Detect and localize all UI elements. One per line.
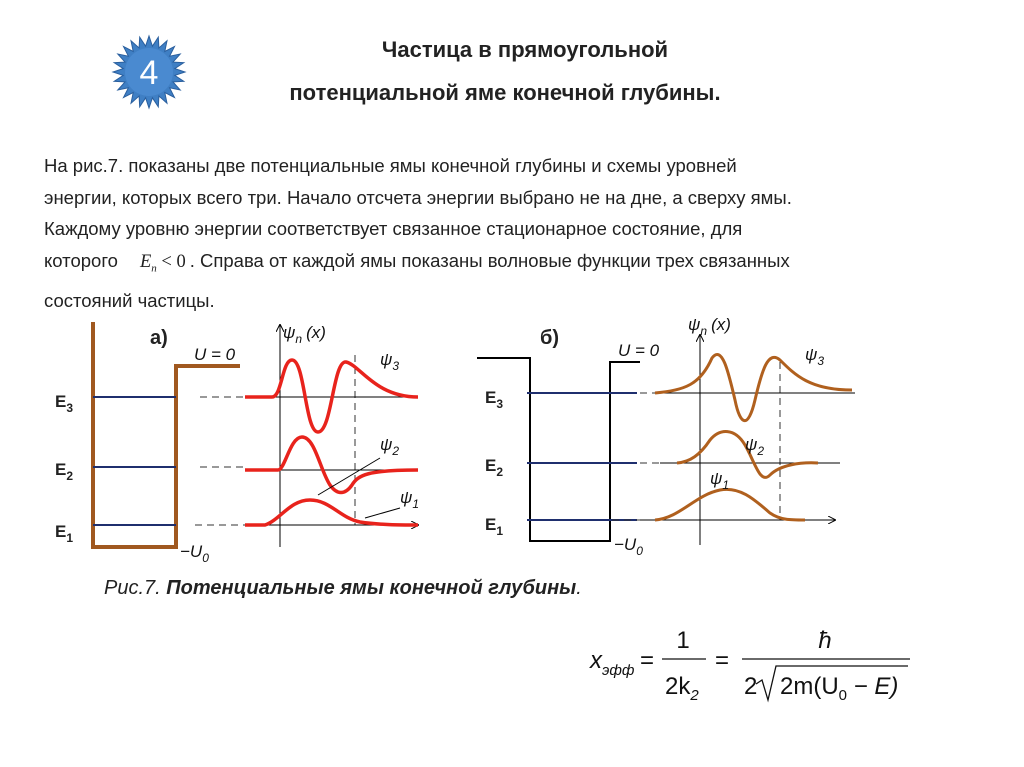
level-label: E2 [485, 456, 503, 479]
text-line: На рис.7. показаны две потенциальные ямы… [44, 155, 737, 176]
inline-formula: En < 0 [139, 251, 186, 275]
psi-label: ψ2 [380, 435, 399, 458]
psi-label: ψ2 [745, 435, 764, 458]
text-line: состояний частицы. [44, 289, 215, 311]
svg-text:ħ: ħ [818, 627, 831, 654]
psi-label: ψ3 [380, 350, 399, 373]
badge-number: 4 [140, 54, 159, 92]
level-label: E2 [55, 460, 73, 483]
text-line: Каждому уровню энергии соответствует свя… [44, 218, 743, 239]
zero-level: U = 0 [618, 341, 660, 360]
level-label: E1 [485, 515, 503, 538]
svg-text:2m(U0 − E): 2m(U0 − E) [780, 673, 898, 704]
level-label: E3 [485, 388, 503, 411]
text-line: энергии, которых всего три. Начало отсче… [44, 186, 792, 208]
figure-label: а) [150, 327, 168, 349]
level-label: E1 [55, 522, 73, 545]
axis-label: ψn (x) [283, 323, 326, 346]
title-line: Частица в прямоугольной [382, 37, 668, 62]
svg-text:=: = [715, 647, 729, 674]
paragraph: На рис.7. показаны две потенциальные ямы… [44, 150, 792, 316]
figure-a [91, 322, 418, 549]
svg-text:2: 2 [744, 673, 757, 700]
well-depth: −U0 [614, 535, 643, 558]
equation: xэфф = 1 2k2 = ħ 2 2m(U0 − E) [589, 627, 910, 704]
well-depth: −U0 [180, 542, 209, 565]
zero-level: U = 0 [194, 345, 236, 364]
axis-label: ψn (x) [688, 315, 731, 338]
title-line: потенциальной яме конечной глубины. [289, 80, 720, 105]
svg-text:1: 1 [676, 627, 689, 654]
psi-label: ψ1 [710, 469, 729, 492]
text-line: которого En < 0. Справа от каждой ямы пок… [44, 245, 792, 285]
figure-label: б) [540, 327, 559, 349]
svg-text:xэфф: xэфф [589, 647, 635, 679]
svg-text:2k2: 2k2 [665, 673, 699, 704]
psi-label: ψ1 [400, 488, 419, 511]
psi-label: ψ3 [805, 345, 824, 368]
badge: 4 [111, 34, 187, 110]
caption: Рис.7. Потенциальные ямы конечной глубин… [104, 577, 582, 599]
figure-b [477, 335, 855, 545]
level-label: E3 [55, 392, 73, 415]
svg-text:=: = [640, 647, 654, 674]
